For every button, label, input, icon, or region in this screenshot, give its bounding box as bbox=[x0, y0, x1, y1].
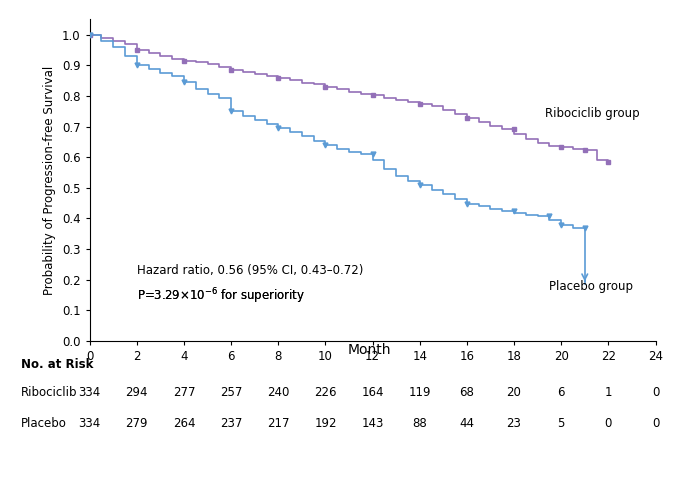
Text: 0: 0 bbox=[652, 386, 659, 398]
Text: 0: 0 bbox=[652, 417, 659, 430]
Text: Hazard ratio, 0.56 (95% CI, 0.43–0.72): Hazard ratio, 0.56 (95% CI, 0.43–0.72) bbox=[137, 264, 363, 278]
Text: Placebo group: Placebo group bbox=[549, 281, 633, 294]
Text: P=3.29$\times$10$^{-6}$ for superiority: P=3.29$\times$10$^{-6}$ for superiority bbox=[137, 286, 305, 306]
Text: 334: 334 bbox=[79, 386, 101, 398]
Text: 294: 294 bbox=[126, 386, 148, 398]
Text: Ribociclib: Ribociclib bbox=[21, 386, 77, 398]
Text: 5: 5 bbox=[558, 417, 565, 430]
Text: P=3.29×10$^{-6}$ for superiority: P=3.29×10$^{-6}$ for superiority bbox=[137, 286, 305, 306]
Text: 237: 237 bbox=[220, 417, 242, 430]
Text: Month: Month bbox=[347, 343, 391, 357]
Text: Ribociclib group: Ribociclib group bbox=[544, 108, 640, 120]
Text: 0: 0 bbox=[604, 417, 612, 430]
Text: Placebo: Placebo bbox=[21, 417, 66, 430]
Text: 44: 44 bbox=[460, 417, 475, 430]
Text: 264: 264 bbox=[172, 417, 195, 430]
Text: 164: 164 bbox=[362, 386, 384, 398]
Text: 226: 226 bbox=[314, 386, 337, 398]
Text: 88: 88 bbox=[413, 417, 427, 430]
Text: 240: 240 bbox=[267, 386, 290, 398]
Y-axis label: Probability of Progression-free Survival: Probability of Progression-free Survival bbox=[43, 66, 57, 295]
Text: 257: 257 bbox=[220, 386, 242, 398]
Text: 277: 277 bbox=[172, 386, 195, 398]
Text: 6: 6 bbox=[558, 386, 565, 398]
Text: 1: 1 bbox=[604, 386, 612, 398]
Text: 279: 279 bbox=[126, 417, 148, 430]
Text: 143: 143 bbox=[362, 417, 384, 430]
Text: 119: 119 bbox=[408, 386, 431, 398]
Text: 217: 217 bbox=[267, 417, 290, 430]
Text: 23: 23 bbox=[506, 417, 522, 430]
Text: 192: 192 bbox=[314, 417, 337, 430]
Text: 20: 20 bbox=[506, 386, 522, 398]
Text: 68: 68 bbox=[460, 386, 474, 398]
Text: No. at Risk: No. at Risk bbox=[21, 358, 93, 371]
Text: 334: 334 bbox=[79, 417, 101, 430]
